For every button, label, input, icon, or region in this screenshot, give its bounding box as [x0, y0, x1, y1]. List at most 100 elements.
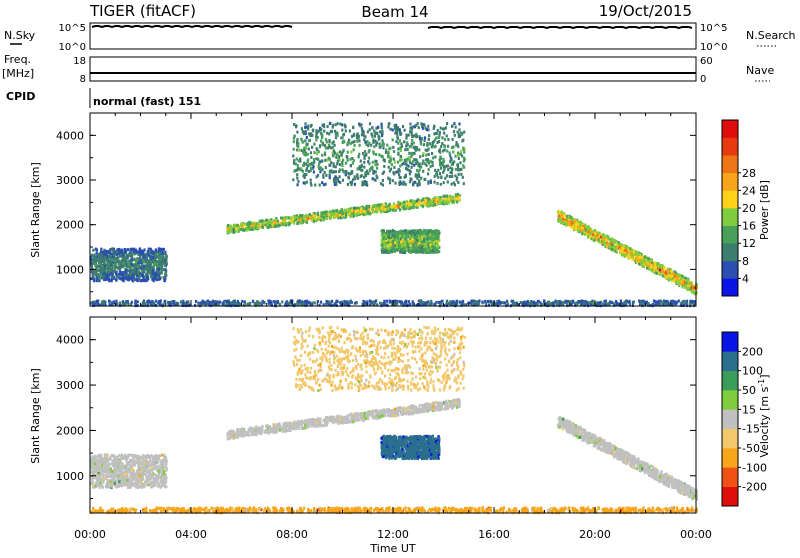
power-cell: [306, 181, 308, 184]
power-cell: [335, 165, 337, 168]
power-cell: [562, 221, 564, 224]
power-cell: [406, 141, 408, 144]
power-cell: [449, 160, 451, 163]
power-cell: [307, 160, 309, 163]
power-cell: [363, 176, 365, 179]
power-cell: [140, 251, 142, 254]
power-cell: [260, 223, 262, 226]
power-cell: [165, 274, 167, 277]
power-cell: [432, 164, 434, 167]
power-cell: [446, 195, 448, 198]
power-cell: [625, 249, 627, 252]
power-cell: [300, 149, 302, 152]
power-cell: [440, 183, 442, 186]
nsearch-tick-top: 10^5: [700, 23, 727, 34]
power-cell: [309, 163, 311, 166]
power-cell: [677, 277, 679, 280]
power-cell: [446, 174, 448, 177]
power-cell: [458, 135, 460, 138]
power-cell: [439, 156, 441, 159]
power-cell: [452, 138, 454, 141]
power-cell: [105, 268, 107, 271]
power-cell: [133, 278, 135, 281]
power-cell: [406, 232, 408, 235]
power-cell: [147, 260, 149, 263]
power-cell: [631, 258, 633, 261]
power-cell: [390, 243, 392, 246]
power-cell: [399, 128, 401, 131]
power-cell: [425, 149, 427, 152]
power-cell: [413, 152, 415, 155]
power-cell: [293, 162, 295, 165]
power-cell: [411, 166, 413, 169]
power-cell: [376, 211, 378, 214]
power-cell: [313, 151, 315, 154]
power-cell: [305, 173, 307, 176]
power-cell: [640, 260, 642, 263]
power-cell: [439, 172, 441, 175]
power-cell: [395, 231, 397, 234]
power-cell: [347, 183, 349, 186]
power-cell: [411, 139, 413, 142]
power-cell: [95, 272, 97, 275]
power-cell: [345, 125, 347, 128]
power-cell: [400, 155, 402, 158]
power-cell: [443, 201, 445, 204]
power-cell: [359, 168, 361, 171]
power-cell: [442, 171, 444, 174]
power-cell: [247, 222, 249, 225]
power-cell: [296, 158, 298, 161]
power-cell: [575, 226, 577, 229]
power-cell: [329, 176, 331, 179]
power-cell: [125, 271, 127, 274]
power-cell: [337, 134, 339, 137]
power-cell: [428, 168, 430, 171]
power-cell: [219, 301, 221, 304]
power-cell: [447, 181, 449, 184]
power-cell: [334, 130, 336, 133]
power-cell: [304, 126, 306, 129]
power-cell: [562, 217, 564, 220]
power-cell: [436, 171, 438, 174]
power-cell: [260, 220, 262, 223]
power-cell: [292, 155, 294, 158]
power-cell: [362, 152, 364, 155]
power-cell: [416, 247, 418, 250]
power-cell: [308, 148, 310, 151]
power-cell: [363, 161, 365, 164]
power-cell: [336, 162, 338, 165]
power-cell: [422, 127, 424, 130]
power-cell: [454, 183, 456, 186]
power-cell: [360, 160, 362, 163]
power-cell: [332, 210, 334, 213]
power-cell: [444, 145, 446, 148]
power-cell: [433, 132, 435, 135]
power-cell: [397, 126, 399, 129]
nsearch-label: N.Search: [746, 29, 796, 42]
power-cell: [125, 269, 127, 272]
power-cell: [302, 220, 304, 223]
power-cell: [99, 254, 101, 257]
power-cell: [385, 151, 387, 154]
power-cell: [674, 274, 676, 277]
power-feature-2: [381, 229, 441, 254]
power-cell: [108, 279, 110, 282]
power-cell: [376, 167, 378, 170]
power-cell: [299, 158, 301, 161]
power-cell: [327, 125, 329, 128]
power-cell: [618, 241, 620, 244]
power-cell: [611, 248, 613, 251]
power-cell: [404, 242, 406, 245]
power-cell: [414, 249, 416, 252]
power-cell: [457, 193, 459, 196]
power-cell: [650, 259, 652, 262]
power-cell: [411, 234, 413, 237]
power-cell: [432, 242, 434, 245]
power-cell: [407, 244, 409, 247]
power-cell: [392, 138, 394, 141]
power-cell: [641, 256, 643, 259]
power-cell: [440, 176, 442, 179]
power-cell: [647, 257, 649, 260]
power-cell: [452, 200, 454, 203]
power-cell: [412, 160, 414, 163]
